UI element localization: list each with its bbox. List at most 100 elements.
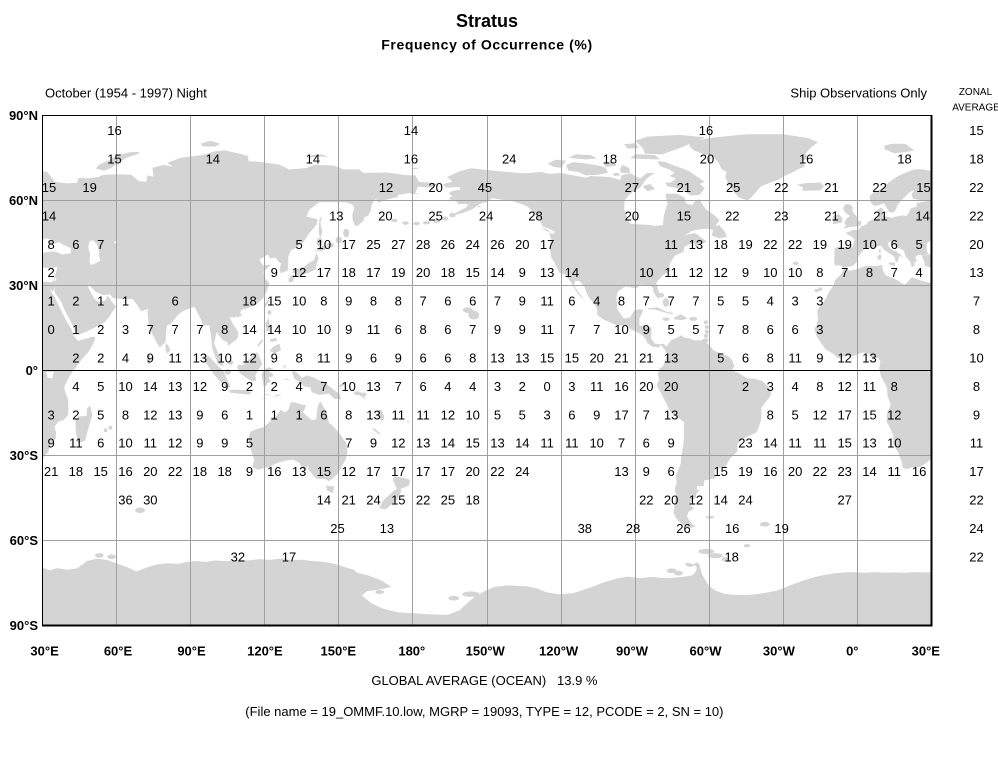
svg-text:19: 19 [774, 521, 788, 536]
svg-text:1: 1 [122, 294, 129, 309]
svg-text:9: 9 [147, 351, 154, 366]
svg-text:11: 11 [540, 294, 554, 309]
svg-text:12: 12 [689, 493, 703, 508]
svg-text:30°E: 30°E [30, 644, 59, 659]
svg-text:16: 16 [614, 379, 628, 394]
svg-text:15: 15 [465, 436, 479, 451]
svg-text:10: 10 [862, 237, 876, 252]
svg-text:2: 2 [271, 379, 278, 394]
svg-text:10: 10 [788, 265, 802, 280]
svg-text:14: 14 [42, 208, 56, 223]
svg-text:20: 20 [143, 464, 157, 479]
svg-text:19: 19 [82, 180, 96, 195]
svg-text:3: 3 [767, 379, 774, 394]
svg-text:6: 6 [419, 351, 426, 366]
svg-text:6: 6 [469, 294, 476, 309]
svg-text:20: 20 [378, 208, 392, 223]
svg-text:9: 9 [643, 322, 650, 337]
svg-text:2: 2 [246, 379, 253, 394]
svg-text:16: 16 [725, 521, 739, 536]
svg-text:7: 7 [643, 294, 650, 309]
svg-text:7: 7 [419, 294, 426, 309]
svg-text:9: 9 [246, 464, 253, 479]
svg-text:2: 2 [519, 379, 526, 394]
svg-text:10: 10 [969, 351, 983, 366]
svg-text:7: 7 [667, 294, 674, 309]
svg-text:10: 10 [317, 237, 331, 252]
svg-text:15: 15 [969, 123, 983, 138]
svg-text:150°E: 150°E [321, 644, 357, 659]
svg-text:27: 27 [837, 493, 851, 508]
svg-text:20: 20 [428, 180, 442, 195]
svg-text:2: 2 [72, 294, 79, 309]
svg-text:15: 15 [107, 152, 121, 167]
svg-text:24: 24 [479, 208, 493, 223]
svg-text:7: 7 [643, 407, 650, 422]
svg-text:5: 5 [742, 294, 749, 309]
svg-text:18: 18 [69, 464, 83, 479]
svg-text:Frequency of Occurrence (%): Frequency of Occurrence (%) [381, 37, 592, 53]
svg-text:8: 8 [370, 294, 377, 309]
svg-text:23: 23 [738, 436, 752, 451]
svg-text:12: 12 [143, 407, 157, 422]
svg-text:9: 9 [973, 407, 980, 422]
svg-text:1: 1 [271, 407, 278, 422]
svg-text:22: 22 [763, 237, 777, 252]
svg-text:9: 9 [271, 265, 278, 280]
svg-text:17: 17 [416, 464, 430, 479]
svg-text:14: 14 [441, 436, 455, 451]
svg-text:14: 14 [565, 265, 579, 280]
svg-text:4: 4 [72, 379, 79, 394]
svg-text:10: 10 [118, 379, 132, 394]
svg-text:13: 13 [689, 237, 703, 252]
svg-text:5: 5 [667, 322, 674, 337]
svg-text:22: 22 [490, 464, 504, 479]
svg-text:13: 13 [862, 351, 876, 366]
svg-text:5: 5 [97, 407, 104, 422]
svg-text:4: 4 [444, 379, 451, 394]
svg-text:14: 14 [763, 436, 777, 451]
svg-text:9: 9 [816, 351, 823, 366]
svg-text:30°N: 30°N [9, 278, 38, 293]
svg-text:3: 3 [122, 322, 129, 337]
svg-text:9: 9 [221, 379, 228, 394]
svg-text:8: 8 [295, 351, 302, 366]
svg-text:0: 0 [543, 379, 550, 394]
svg-text:13: 13 [540, 265, 554, 280]
svg-text:22: 22 [774, 180, 788, 195]
svg-text:12: 12 [813, 407, 827, 422]
svg-text:2: 2 [72, 407, 79, 422]
svg-text:7: 7 [593, 322, 600, 337]
svg-text:15: 15 [916, 180, 930, 195]
svg-text:13: 13 [969, 265, 983, 280]
svg-text:15: 15 [317, 464, 331, 479]
svg-text:11: 11 [664, 265, 678, 280]
svg-text:13: 13 [490, 436, 504, 451]
svg-text:25: 25 [428, 208, 442, 223]
svg-text:6: 6 [320, 407, 327, 422]
svg-text:9: 9 [196, 436, 203, 451]
svg-text:11: 11 [367, 322, 381, 337]
svg-text:12: 12 [837, 351, 851, 366]
svg-text:0°: 0° [26, 363, 38, 378]
svg-text:18: 18 [242, 294, 256, 309]
svg-text:8: 8 [320, 294, 327, 309]
svg-text:15: 15 [42, 180, 56, 195]
svg-text:21: 21 [614, 351, 628, 366]
svg-text:24: 24 [738, 493, 752, 508]
svg-text:13: 13 [168, 379, 182, 394]
svg-text:2: 2 [47, 265, 54, 280]
svg-text:7: 7 [692, 294, 699, 309]
svg-text:12: 12 [837, 379, 851, 394]
svg-text:9: 9 [47, 436, 54, 451]
svg-text:25: 25 [441, 493, 455, 508]
svg-text:16: 16 [912, 464, 926, 479]
svg-text:6: 6 [97, 436, 104, 451]
svg-text:17: 17 [317, 265, 331, 280]
svg-text:ZONAL: ZONAL [959, 87, 993, 98]
svg-text:17: 17 [441, 464, 455, 479]
svg-text:4: 4 [469, 379, 476, 394]
svg-text:14: 14 [242, 322, 256, 337]
svg-text:16: 16 [107, 123, 121, 138]
svg-text:12: 12 [441, 407, 455, 422]
